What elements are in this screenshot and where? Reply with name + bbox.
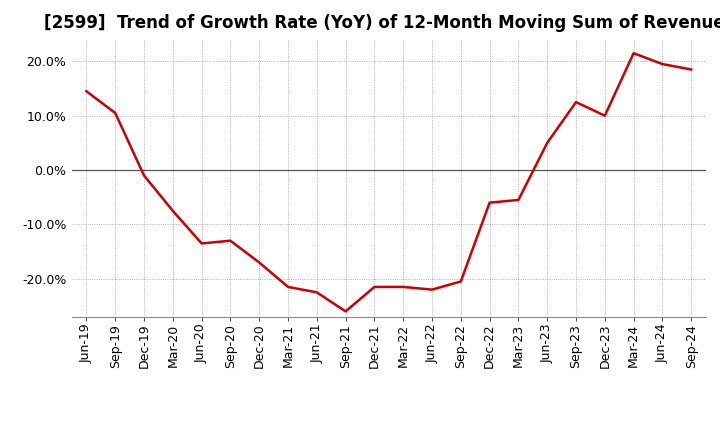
Title: [2599]  Trend of Growth Rate (YoY) of 12-Month Moving Sum of Revenues: [2599] Trend of Growth Rate (YoY) of 12-… — [43, 15, 720, 33]
